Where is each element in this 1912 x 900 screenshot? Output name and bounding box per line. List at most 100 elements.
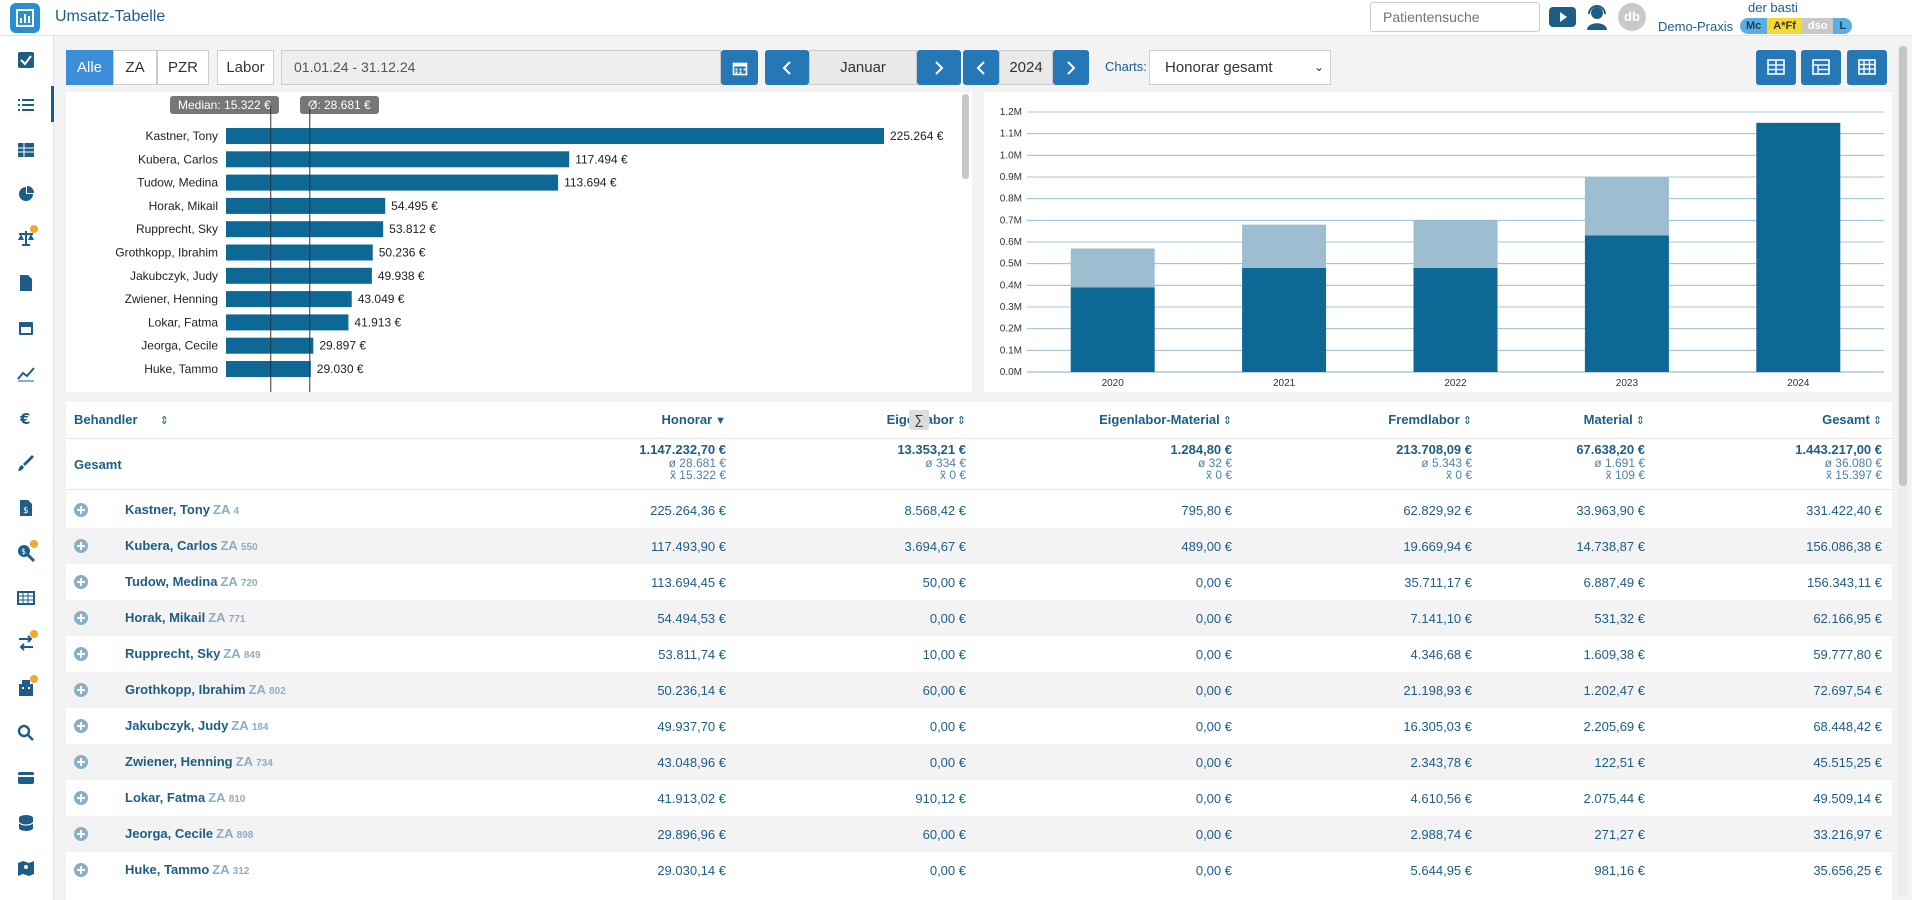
license-badge[interactable]: A*Ff <box>1767 18 1802 34</box>
license-badge[interactable]: L <box>1833 18 1853 34</box>
header-behandler[interactable]: Behandler ⇕ <box>74 412 169 427</box>
expand-row-icon[interactable] <box>74 755 88 769</box>
sidebar-item-list[interactable] <box>0 86 54 122</box>
row-behandler[interactable]: Tudow, Medina ZA 720 <box>125 574 258 589</box>
sidebar-item-euro[interactable]: € <box>0 399 54 435</box>
header-gesamt[interactable]: Gesamt ⇕ <box>1822 412 1882 427</box>
patient-search-input[interactable] <box>1370 2 1540 32</box>
table-row[interactable]: Jeorga, Cecile ZA 898 29.896,96 € 60,00 € 0,… <box>66 816 1892 852</box>
filter-za-button[interactable]: ZA <box>113 50 157 85</box>
row-behandler[interactable]: Kubera, Carlos ZA 550 <box>125 538 258 553</box>
expand-row-icon[interactable] <box>74 575 88 589</box>
bar[interactable] <box>226 221 384 238</box>
stacked-bar-segment[interactable] <box>1242 224 1327 268</box>
support-headset-icon[interactable] <box>1583 3 1611 31</box>
sidebar-item-line-chart[interactable] <box>0 354 54 390</box>
bar[interactable] <box>226 197 386 214</box>
header-eigenlabor-material[interactable]: Eigenlabor-Material ⇕ <box>1099 412 1232 427</box>
prev-year-button[interactable] <box>963 50 999 85</box>
expand-row-icon[interactable] <box>74 647 88 661</box>
sidebar-item-checkbox[interactable] <box>0 41 54 77</box>
expand-row-icon[interactable] <box>74 791 88 805</box>
bar[interactable] <box>226 337 314 354</box>
chart-scrollbar-thumb[interactable] <box>962 94 969 179</box>
row-behandler[interactable]: Zwiener, Henning ZA 734 <box>125 754 273 769</box>
sidebar-item-scale[interactable] <box>0 219 54 255</box>
stacked-bar-segment[interactable] <box>1584 235 1669 373</box>
sidebar-item-document[interactable] <box>0 264 54 300</box>
scrollbar-thumb[interactable] <box>1899 46 1907 486</box>
user-name[interactable]: der basti <box>1748 0 1798 15</box>
prev-month-button[interactable] <box>765 50 809 85</box>
calendar-button[interactable] <box>721 50 758 85</box>
table-row[interactable]: Grothkopp, Ibrahim ZA 802 50.236,14 € 60,00… <box>66 672 1892 708</box>
table-row[interactable]: Kubera, Carlos ZA 550 117.493,90 € 3.694,67… <box>66 528 1892 564</box>
filter-pzr-button[interactable]: PZR <box>157 50 209 85</box>
row-behandler[interactable]: Rupprecht, Sky ZA 849 <box>125 646 261 661</box>
bar[interactable] <box>226 291 352 308</box>
stacked-bar-segment[interactable] <box>1756 122 1841 372</box>
sidebar-item-calendar[interactable] <box>0 309 54 345</box>
sidebar-item-card[interactable] <box>0 759 54 795</box>
expand-row-icon[interactable] <box>74 827 88 841</box>
next-month-button[interactable] <box>917 50 961 85</box>
row-behandler[interactable]: Kastner, Tony ZA 4 <box>125 502 239 517</box>
chart-type-select[interactable]: Honorar gesamt ⌄ <box>1149 50 1331 85</box>
row-behandler[interactable]: Horak, Mikail ZA 771 <box>125 610 245 625</box>
row-behandler[interactable]: Huke, Tammo ZA 312 <box>125 862 249 877</box>
sidebar-item-table[interactable] <box>0 131 54 167</box>
stacked-bar-segment[interactable] <box>1070 248 1155 288</box>
header-honorar[interactable]: Honorar ▼ <box>662 412 726 427</box>
sidebar-item-map[interactable] <box>0 849 54 885</box>
labor-button[interactable]: Labor <box>217 50 274 85</box>
bar[interactable] <box>226 361 311 377</box>
header-material[interactable]: Material ⇕ <box>1584 412 1645 427</box>
sidebar-item-brush[interactable] <box>0 444 54 480</box>
sidebar-item-transfer[interactable] <box>0 624 54 660</box>
sidebar-item-pie-chart[interactable] <box>0 175 54 211</box>
table-row[interactable]: Zwiener, Henning ZA 734 43.048,96 € 0,00 € 0… <box>66 744 1892 780</box>
view-pivot-button[interactable] <box>1847 50 1887 85</box>
expand-row-icon[interactable] <box>74 611 88 625</box>
bar[interactable] <box>226 244 373 261</box>
bar[interactable] <box>226 267 372 284</box>
sidebar-item-building[interactable] <box>0 669 54 705</box>
sidebar-item-search-money[interactable]: $ <box>0 534 54 570</box>
header-fremdlabor[interactable]: Fremdlabor ⇕ <box>1388 412 1472 427</box>
stacked-bar-segment[interactable] <box>1242 268 1327 372</box>
practice-name[interactable]: Demo-Praxis <box>1658 19 1734 34</box>
user-avatar[interactable]: db <box>1618 3 1646 31</box>
license-badge[interactable]: dso <box>1801 18 1834 34</box>
stacked-bar-segment[interactable] <box>1413 220 1498 268</box>
expand-row-icon[interactable] <box>74 683 88 697</box>
stacked-bar-segment[interactable] <box>1413 268 1498 372</box>
table-row[interactable]: Kastner, Tony ZA 4 225.264,36 € 8.568,42 € 7… <box>66 492 1892 528</box>
sidebar-item-database[interactable] <box>0 804 54 840</box>
table-row[interactable]: Huke, Tammo ZA 312 29.030,14 € 0,00 € 0,00 €… <box>66 852 1892 888</box>
row-behandler[interactable]: Jakubczyk, Judy ZA 184 <box>125 718 269 733</box>
bar[interactable] <box>226 174 559 191</box>
video-play-button[interactable] <box>1549 7 1576 27</box>
stacked-bar-segment[interactable] <box>1070 287 1155 373</box>
table-row[interactable]: Rupprecht, Sky ZA 849 53.811,74 € 10,00 € 0,… <box>66 636 1892 672</box>
table-row[interactable]: Jakubczyk, Judy ZA 184 49.937,70 € 0,00 € 0,… <box>66 708 1892 744</box>
sidebar-item-grid-table[interactable] <box>0 579 54 615</box>
row-behandler[interactable]: Lokar, Fatma ZA 810 <box>125 790 245 805</box>
sidebar-item-magnifier[interactable] <box>0 714 54 750</box>
table-row[interactable]: Lokar, Fatma ZA 810 41.913,02 € 910,12 € 0,0… <box>66 780 1892 816</box>
date-range-field[interactable]: 01.01.24 - 31.12.24 <box>281 50 721 85</box>
bar[interactable] <box>226 314 349 331</box>
app-logo[interactable] <box>10 3 40 33</box>
bar[interactable] <box>226 128 884 144</box>
expand-row-icon[interactable] <box>74 863 88 877</box>
view-table-button[interactable] <box>1756 50 1796 85</box>
expand-row-icon[interactable] <box>74 503 88 517</box>
sidebar-item-invoice[interactable]: $ <box>0 489 54 525</box>
row-behandler[interactable]: Jeorga, Cecile ZA 898 <box>125 826 253 841</box>
view-tree-button[interactable] <box>1801 50 1841 85</box>
license-badge[interactable]: Mc <box>1740 18 1768 34</box>
table-row[interactable]: Tudow, Medina ZA 720 113.694,45 € 50,00 € 0,… <box>66 564 1892 600</box>
page-scrollbar[interactable] <box>1898 46 1908 896</box>
row-behandler[interactable]: Grothkopp, Ibrahim ZA 802 <box>125 682 286 697</box>
expand-row-icon[interactable] <box>74 539 88 553</box>
